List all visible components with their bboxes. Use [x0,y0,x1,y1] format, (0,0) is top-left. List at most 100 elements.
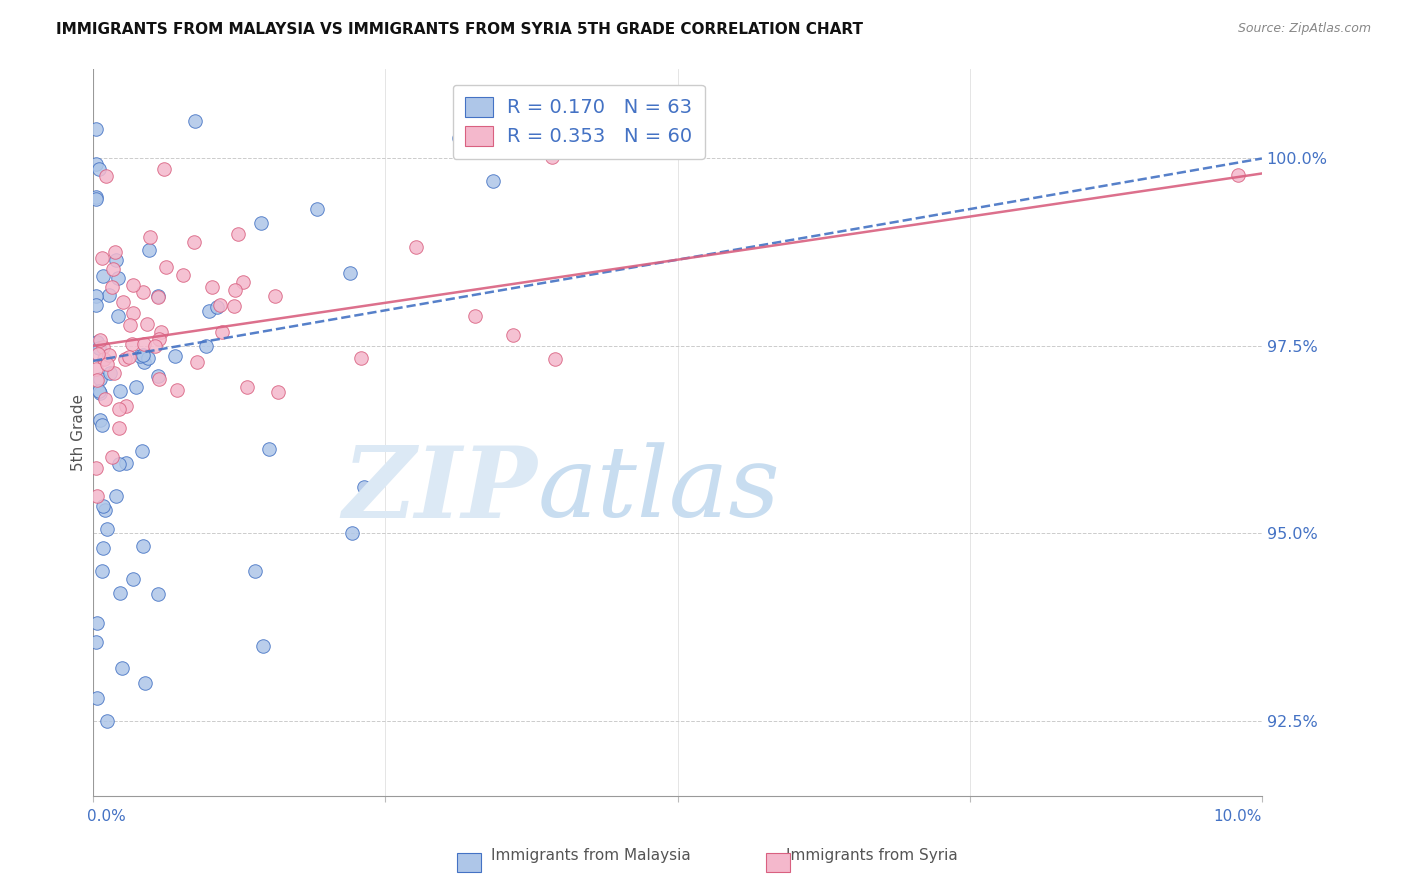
Point [112,295,135,310]
Point [107,458,129,472]
Point [86,334,108,349]
Point [84,461,107,475]
Point [103,366,125,380]
Point [86,691,108,706]
Point [122,277,145,292]
Point [84,193,107,207]
Point [148,332,170,346]
Point [105,253,128,268]
Point [132,285,155,299]
Point [89,333,111,347]
Point [146,587,169,601]
Point [93,352,115,367]
Point [134,355,156,369]
Point [125,380,148,394]
Point [267,385,290,400]
Point [121,337,143,351]
Point [1227,168,1250,182]
Point [84,298,107,312]
Point [132,336,155,351]
Point [114,351,136,366]
Point [146,368,169,383]
Point [148,371,170,385]
Point [91,541,114,556]
Point [226,227,249,242]
Point [155,260,177,275]
Point [118,318,141,332]
Point [96,522,118,536]
Legend: R = 0.170   N = 63, R = 0.353   N = 60: R = 0.170 N = 63, R = 0.353 N = 60 [453,85,704,159]
Point [84,288,107,302]
Point [91,251,114,265]
Point [146,289,169,303]
Point [183,235,205,249]
Point [224,283,246,297]
Point [84,361,107,376]
Point [502,328,524,343]
Point [257,442,280,457]
Point [349,351,371,365]
Point [222,299,245,313]
Point [101,450,124,464]
Point [153,162,176,177]
Text: ZIP: ZIP [342,442,537,539]
Point [482,174,505,188]
Point [86,489,108,503]
Point [184,114,207,128]
Point [89,341,111,355]
Point [201,280,224,294]
Point [172,268,194,282]
Text: IMMIGRANTS FROM MALAYSIA VS IMMIGRANTS FROM SYRIA 5TH GRADE CORRELATION CHART: IMMIGRANTS FROM MALAYSIA VS IMMIGRANTS F… [56,22,863,37]
Point [166,383,188,397]
Point [89,413,111,427]
Point [464,309,486,323]
Point [107,421,129,435]
Point [111,661,134,675]
Point [342,526,364,541]
Point [110,384,132,399]
Point [87,384,110,398]
Point [149,325,172,339]
Point [90,564,112,578]
Point [98,366,121,380]
Point [87,161,110,176]
Point [131,348,153,362]
Point [97,348,120,362]
Point [86,122,108,136]
Point [107,401,129,416]
Point [107,270,129,285]
Text: atlas: atlas [537,442,780,538]
Point [128,349,150,363]
Point [134,676,156,690]
Point [132,539,155,553]
Point [232,275,254,289]
Point [105,489,128,503]
Point [86,347,108,361]
Point [353,480,375,494]
Point [121,572,143,586]
Point [245,564,267,578]
Point [235,380,257,394]
Point [544,351,567,366]
Point [96,714,118,728]
Point [103,244,125,259]
Point [86,616,108,631]
Point [148,290,170,304]
Point [250,216,273,230]
Point [540,150,562,164]
Text: 10.0%: 10.0% [1213,809,1261,824]
Point [131,444,153,458]
Point [96,357,118,371]
Point [211,326,233,340]
Point [84,190,107,204]
Text: Source: ZipAtlas.com: Source: ZipAtlas.com [1237,22,1371,36]
Point [136,351,159,366]
Point [252,639,274,653]
Point [165,349,187,363]
Point [107,310,129,324]
Point [84,635,107,649]
Point [208,298,231,312]
Text: Immigrants from Syria: Immigrants from Syria [786,848,957,863]
Point [89,385,111,400]
Point [194,339,217,353]
